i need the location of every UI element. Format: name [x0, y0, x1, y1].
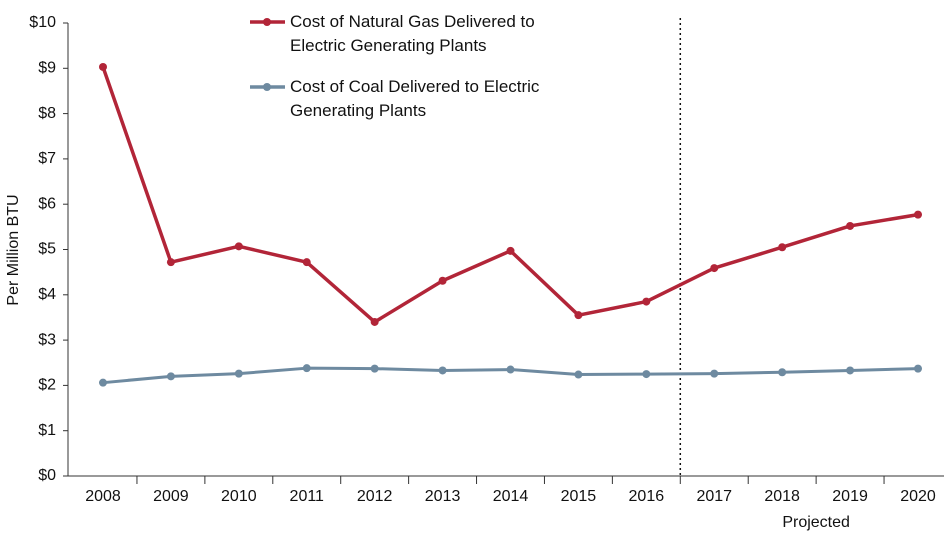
point [846, 366, 855, 375]
y-tick-label: $3 [38, 331, 56, 348]
point [710, 264, 719, 273]
point [166, 372, 175, 381]
point [234, 242, 243, 251]
point [574, 311, 583, 320]
point [370, 317, 379, 326]
point [778, 368, 787, 377]
point [914, 364, 922, 373]
point [302, 364, 311, 373]
point [438, 366, 447, 375]
legend-marker [263, 18, 271, 26]
y-tick-label: $1 [38, 422, 56, 439]
point [166, 258, 175, 267]
point [710, 369, 719, 378]
point [846, 221, 855, 230]
legend-label: Cost of Coal Delivered to Electric Gener… [290, 77, 540, 120]
legend-entry: Cost of Coal Delivered to Electric Gener… [290, 77, 540, 120]
x-tick-label: 2014 [493, 488, 529, 505]
point [778, 243, 787, 252]
point [234, 369, 243, 378]
x-tick-label: 2020 [900, 488, 936, 505]
x-tick-label: 2016 [629, 488, 665, 505]
x-tick-label: 2017 [696, 488, 732, 505]
point [574, 370, 583, 379]
point [302, 258, 311, 267]
x-tick-label: 2008 [85, 488, 121, 505]
legend-label: Cost of Natural Gas Delivered to Electri… [290, 12, 535, 55]
y-tick-label: $6 [38, 195, 56, 212]
point [914, 210, 922, 219]
x-tick-label: 2011 [290, 488, 325, 505]
y-tick-label: $2 [38, 377, 56, 394]
point [506, 365, 515, 374]
point [438, 276, 447, 285]
y-tick-label: $10 [29, 14, 56, 31]
point [642, 370, 651, 379]
x-tick-label: 2012 [357, 488, 393, 505]
x-tick-label: 2009 [153, 488, 189, 505]
y-tick-label: $0 [38, 467, 56, 484]
legend-entry: Cost of Natural Gas Delivered to Electri… [290, 12, 535, 55]
y-tick-label: $9 [38, 60, 56, 77]
y-tick-label: $8 [38, 105, 56, 122]
legend-marker [263, 83, 271, 91]
point [642, 297, 651, 306]
point [370, 364, 379, 373]
y-tick-label: $4 [38, 286, 56, 303]
y-tick-label: $7 [38, 150, 56, 167]
point [99, 62, 107, 71]
x-tick-label: 2013 [425, 488, 461, 505]
x-tick-label: 2010 [221, 488, 257, 505]
point [99, 378, 107, 387]
x-tick-label: 2019 [832, 488, 868, 505]
x-tick-label: 2018 [764, 488, 800, 505]
y-axis-label: Per Million BTU [5, 194, 22, 305]
point [506, 246, 515, 255]
y-tick-label: $5 [38, 241, 56, 258]
annotation: Projected [782, 514, 850, 531]
x-tick-label: 2015 [561, 488, 597, 505]
